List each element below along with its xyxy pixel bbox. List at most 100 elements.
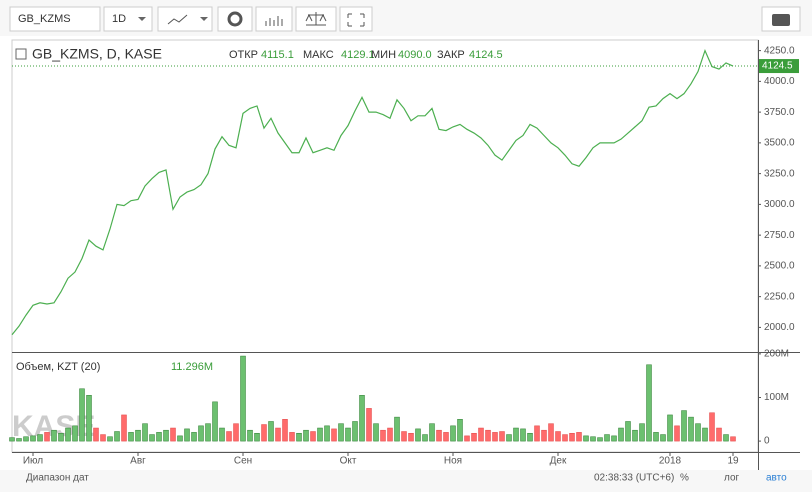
volume-bar [730, 436, 736, 442]
x-tick-label: Дек [550, 456, 567, 467]
volume-bar [219, 427, 225, 442]
volume-bar [107, 436, 113, 442]
volume-bar [709, 412, 715, 442]
volume-bar [198, 425, 204, 442]
price-line [11, 48, 734, 336]
volume-bar [170, 427, 176, 442]
x-tick-label: Июл [23, 456, 43, 467]
volume-bar [23, 436, 29, 442]
volume-bar [723, 434, 729, 442]
y-tick-label: 3750.0 [764, 107, 795, 118]
volume-bar [394, 416, 400, 442]
volume-bar [247, 429, 253, 442]
volume-bar [429, 423, 435, 442]
volume-bar [415, 428, 421, 442]
last-price-tag [759, 59, 799, 74]
volume-bar [184, 428, 190, 442]
y-tick-label: 100M [764, 392, 789, 403]
legend-low-label: МИН [371, 49, 396, 61]
y-tick-label: 2500.0 [764, 261, 795, 272]
volume-bar [457, 419, 463, 442]
volume-bar [135, 429, 141, 442]
volume-bar [471, 432, 477, 442]
volume-bar [282, 419, 288, 442]
volume-legend-value: 11.296M [171, 361, 213, 373]
x-tick-label: 19 [727, 456, 739, 467]
volume-bar [205, 423, 211, 442]
volume-bar [331, 428, 337, 442]
volume-bar [716, 427, 722, 442]
volume-bar [590, 436, 596, 442]
volume-bar [240, 355, 246, 442]
footer [0, 470, 812, 492]
volume-bar [72, 425, 78, 442]
percent-toggle[interactable]: % [680, 473, 689, 484]
indicators-button[interactable] [255, 6, 293, 32]
dropdown [138, 17, 146, 21]
y-tick-label: 200M [764, 349, 789, 360]
volume-bar [562, 434, 568, 442]
y-tick-label: 0 [764, 436, 770, 447]
volume-bar [464, 435, 470, 442]
x-tick-label: Сен [234, 456, 252, 467]
symbol: GB_KZMS [18, 13, 71, 25]
y-tick-label: 4250.0 [764, 45, 795, 56]
settings-button[interactable] [217, 6, 253, 32]
collapse-icon[interactable] [15, 48, 27, 60]
x-tick-label: Авг [130, 456, 146, 467]
date-range[interactable]: Диапазон дат [26, 473, 89, 484]
fullscreen-button[interactable] [339, 6, 373, 32]
volume-bar [618, 427, 624, 442]
legend-close-label: ЗАКР [437, 49, 465, 61]
log-toggle[interactable]: лог [724, 473, 740, 484]
volume-bar [499, 431, 505, 442]
interval: 1D [112, 13, 126, 25]
volume-bar [191, 432, 197, 442]
volume-bar [702, 427, 708, 442]
volume-bar [310, 431, 316, 442]
volume-bar [611, 435, 617, 442]
volume-bar [520, 428, 526, 442]
volume-bar [646, 364, 652, 442]
volume-bar [44, 432, 50, 442]
volume-bar [128, 432, 134, 442]
volume-bar [527, 432, 533, 442]
volume-bar [373, 423, 379, 442]
y-tick-label: 2750.0 [764, 230, 795, 241]
volume-bar [352, 421, 358, 442]
volume-bar [408, 432, 414, 442]
volume-bar [681, 410, 687, 442]
camera-icon [772, 14, 790, 26]
volume-bar [30, 435, 36, 442]
volume-bar [212, 401, 218, 442]
volume-bar [100, 434, 106, 442]
volume-bar [569, 432, 575, 442]
volume-bar [534, 425, 540, 442]
volume-bar [359, 395, 365, 442]
volume-bar [233, 423, 239, 442]
volume-bar [478, 427, 484, 442]
volume-bar [401, 431, 407, 442]
last-price-label: 4124.5 [762, 61, 793, 72]
volume-bar [576, 432, 582, 442]
volume-bar [597, 437, 603, 442]
auto-toggle[interactable]: авто [766, 473, 787, 484]
compare-icon [305, 12, 327, 26]
volume-bar [625, 421, 631, 442]
volume-bar [436, 429, 442, 442]
volume-bar [387, 427, 393, 442]
symbol-box[interactable] [9, 6, 101, 32]
y-tick-label: 2000.0 [764, 322, 795, 333]
volume-bar [86, 395, 92, 442]
volume-bar [345, 427, 351, 442]
volume-bar [639, 423, 645, 442]
legend-high: 4129.1 [341, 49, 375, 61]
volume-bar [254, 432, 260, 442]
volume-bar [688, 416, 694, 442]
volume-bar [65, 427, 71, 442]
volume-bar [163, 429, 169, 442]
legend-close: 4124.5 [469, 49, 503, 61]
volume-bar [317, 427, 323, 442]
